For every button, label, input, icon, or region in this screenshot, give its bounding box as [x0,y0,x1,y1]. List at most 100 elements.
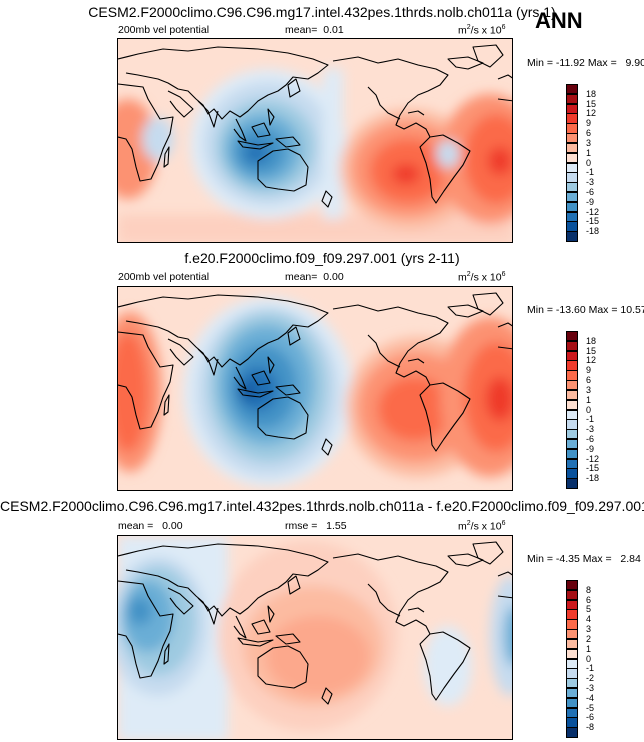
colorbar-box [566,201,578,213]
panel1-variable: 200mb vel potential [118,24,210,36]
colorbar-label: -3 [586,424,595,435]
season-label: ANN [535,8,583,33]
colorbar-label: -6 [586,186,595,197]
colorbar-box [566,629,578,640]
colorbar-label: 0 [586,157,592,168]
colorbar-label: -3 [586,682,595,693]
colorbar-label: 5 [586,604,592,615]
panel3-field [118,536,512,739]
colorbar-box [566,84,578,95]
colorbar-box [566,727,578,738]
colorbar-label: -15 [586,216,600,227]
colorbar-box [566,589,578,601]
colorbar-label: 15 [586,345,597,356]
colorbar-box [566,668,578,679]
colorbar-box [566,619,578,630]
panel3-map [117,535,513,740]
panel1-units: m2/s x 106 [458,24,506,37]
colorbar-label: -3 [586,177,595,188]
colorbar-box [566,389,578,401]
colorbar-label: 18 [586,88,597,99]
colorbar-label: 12 [586,355,597,366]
colorbar-label: 3 [586,384,592,395]
colorbar-box [566,172,578,183]
panel2-mean: mean= 0.00 [285,271,344,283]
panel2-map [117,286,513,491]
colorbar-label: 6 [586,128,592,139]
colorbar-box [566,458,578,469]
panel3-mean: mean = 0.00 [118,520,183,532]
colorbar-box [566,707,578,718]
colorbar-label: -12 [586,206,600,217]
colorbar-box [566,438,578,450]
colorbar-box [566,231,578,242]
colorbar-label: 9 [586,118,592,129]
colorbar-label: 12 [586,108,597,119]
colorbar-label: 2 [586,633,592,644]
colorbar-label: -5 [586,702,595,713]
colorbar-label: 3 [586,137,592,148]
colorbar-box [566,93,578,105]
panel1-mean: mean= 0.01 [285,24,344,36]
colorbar-box [566,380,578,391]
colorbar-box [566,331,578,342]
colorbar-label: -8 [586,722,595,733]
colorbar-label: -18 [586,226,600,237]
colorbar-box [566,123,578,134]
colorbar-box [566,191,578,203]
colorbar-box [566,162,578,173]
colorbar-label: 1 [586,394,592,405]
colorbar-box [566,113,578,124]
colorbar-box [566,448,578,460]
colorbar-box [566,697,578,709]
colorbar-label: -12 [586,453,600,464]
colorbar-label: 1 [586,643,592,654]
colorbar-label: -6 [586,433,595,444]
colorbar-box [566,152,578,163]
colorbar-box [566,399,578,410]
panel2-title: f.e20.F2000climo.f09_f09.297.001 (yrs 2-… [184,250,460,266]
colorbar-box [566,221,578,232]
panel3-colorbar: 8 6 5 4 3 2 1 0 -1 -2 -3 -4 -5 -6 -8 [566,580,594,738]
panel1-title: CESM2.F2000climo.C96.C96.mg17.intel.432p… [88,4,556,20]
colorbar-label: -1 [586,167,595,178]
colorbar-box [566,717,578,728]
panel1-map [117,38,513,243]
colorbar-box [566,580,578,591]
colorbar-box [566,478,578,489]
colorbar-box [566,182,578,193]
panel1-field [118,39,512,242]
colorbar-label: -15 [586,463,600,474]
panel2-units: m2/s x 106 [458,271,506,284]
colorbar-box [566,658,578,669]
panel3-minmax: Min = -4.35 Max = 2.84 [527,553,641,565]
colorbar-box [566,599,578,610]
colorbar-label: 4 [586,614,592,625]
colorbar-box [566,211,578,222]
colorbar-label: 15 [586,98,597,109]
panel3-title: CESM2.F2000climo.C96.C96.mg17.intel.432p… [0,498,644,514]
panel1-colorbar: 18 15 12 9 6 3 1 0 -1 -3 -6 -9 -12 -15 -18 [566,84,599,242]
panel3-units: m2/s x 106 [458,520,506,533]
colorbar-box [566,609,578,620]
colorbar-label: 0 [586,404,592,415]
colorbar-label: -9 [586,443,595,454]
colorbar-box [566,419,578,430]
panel1-minmax: Min = -11.92 Max = 9.90 [527,57,644,69]
colorbar-box [566,360,578,371]
colorbar-box [566,340,578,352]
colorbar-box [566,678,578,689]
colorbar-label: -1 [586,414,595,425]
colorbar-box [566,103,578,114]
colorbar-box [566,142,578,154]
colorbar-box [566,429,578,440]
panel3-rmse: rmse = 1.55 [285,520,347,532]
colorbar-box [566,350,578,361]
colorbar-box [566,409,578,420]
colorbar-label: -1 [586,663,595,674]
colorbar-box [566,648,578,659]
colorbar-label: -2 [586,673,595,684]
panel2-variable: 200mb vel potential [118,271,210,283]
colorbar-label: -9 [586,196,595,207]
colorbar-label: -18 [586,473,600,484]
